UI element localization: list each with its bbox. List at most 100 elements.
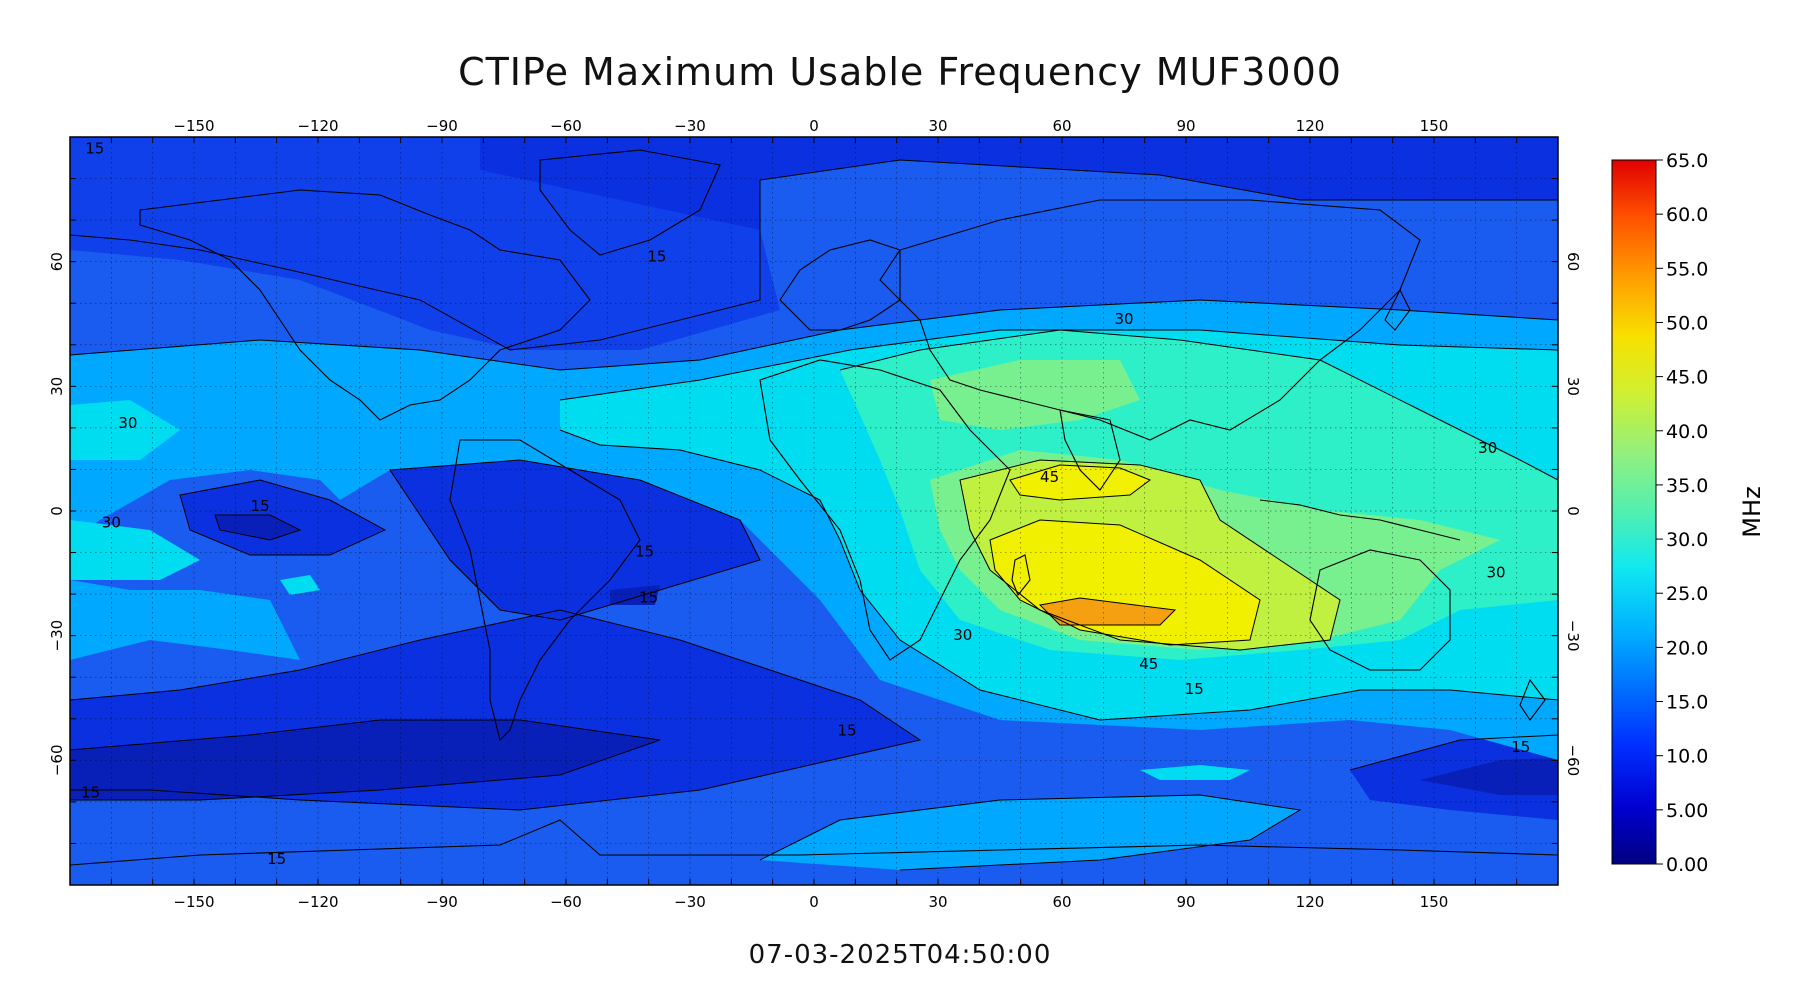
lat-tick-label-right: −30 <box>1564 620 1582 652</box>
band-10-15-mid-pacific <box>180 480 385 555</box>
contour-line <box>1038 597 1177 626</box>
colorbar-label: 0.00 <box>1666 854 1708 876</box>
colorbar-gradient <box>1611 159 1657 865</box>
contour-line <box>70 719 661 801</box>
band-10-15-atlantic <box>390 460 760 620</box>
lon-tick-label-top: 120 <box>1296 117 1325 135</box>
map-title: CTIPe Maximum Usable Frequency MUF3000 <box>458 50 1342 94</box>
newzealand-outline <box>1519 678 1546 721</box>
greenland-outline <box>539 149 721 256</box>
contour-line <box>70 609 922 811</box>
japan-outline <box>1384 288 1411 331</box>
contour-label: 45 <box>1139 655 1158 673</box>
contour-line <box>839 329 1558 481</box>
australia-outline <box>1309 549 1451 671</box>
map-ticks: −150 −150 −120 −120 −90 −90 −60 −60 −30 −30 0 0 30 30… <box>48 117 1582 911</box>
lon-tick-label-top: −30 <box>674 117 706 135</box>
band-25-30-small <box>280 575 320 595</box>
contour-label: 30 <box>953 626 972 644</box>
colorbar-label: 45.0 <box>1666 367 1708 389</box>
lon-tick-label-bottom: 30 <box>928 893 947 911</box>
contour-label: 15 <box>1511 738 1530 756</box>
contour-label: 30 <box>102 514 121 532</box>
coastlines <box>70 149 1558 866</box>
contour-label: 15 <box>85 140 104 158</box>
band-5-10-mid-pacific <box>215 515 300 540</box>
lon-tick-label-bottom: −150 <box>173 893 214 911</box>
contour-label: 15 <box>267 850 286 868</box>
lon-tick-label-bottom: −60 <box>550 893 582 911</box>
madagascar-outline <box>1011 554 1031 597</box>
contour-label: 15 <box>647 248 666 266</box>
lat-tick-label-left: 60 <box>48 252 66 271</box>
lon-tick-label-top: 90 <box>1176 117 1195 135</box>
contour-line <box>70 159 1558 351</box>
colorbar-label: 35.0 <box>1666 475 1708 497</box>
colorbar-label: 40.0 <box>1666 421 1708 443</box>
lon-tick-label-top: 30 <box>928 117 947 135</box>
band-25-30-antarctic <box>1140 765 1250 780</box>
map-timestamp: 07-03-2025T04:50:00 <box>748 940 1052 970</box>
contour-line <box>1349 734 1558 771</box>
colorbar-label: 25.0 <box>1666 583 1708 605</box>
lat-tick-label-right: 30 <box>1564 377 1582 396</box>
band-20-25-west <box>70 580 300 660</box>
south-america-outline <box>449 439 641 742</box>
contour-line <box>959 459 1341 651</box>
lon-tick-label-bottom: 90 <box>1176 893 1195 911</box>
contour-line <box>179 479 387 556</box>
lon-tick-label-bottom: −90 <box>426 893 458 911</box>
lon-tick-label-bottom: −120 <box>297 893 338 911</box>
lon-tick-label-bottom: −30 <box>674 893 706 911</box>
contour-label: 15 <box>635 543 654 561</box>
lat-tick-label-right: 60 <box>1564 252 1582 271</box>
colorbar-label: 30.0 <box>1666 529 1708 551</box>
contour-line <box>214 514 302 541</box>
lon-tick-label-top: −120 <box>297 117 338 135</box>
colorbar-label: 50.0 <box>1666 312 1708 334</box>
contour-line <box>759 794 1302 871</box>
lat-tick-label-left: −30 <box>48 620 66 652</box>
contour-line <box>559 429 1558 721</box>
contour-line <box>1009 464 1152 501</box>
lon-tick-label-bottom: 0 <box>809 893 819 911</box>
colorbar-unit: MHz <box>1738 486 1766 537</box>
band-50-55 <box>1040 598 1175 625</box>
antarctica-outline <box>70 819 1558 866</box>
india-outline <box>1059 409 1121 491</box>
colorbar-label: 20.0 <box>1666 637 1708 659</box>
band-25-30-west2 <box>70 520 200 580</box>
contour-label: 45 <box>1040 468 1059 486</box>
band-25-30-west <box>70 400 180 460</box>
lat-tick-label-right: 0 <box>1564 506 1582 516</box>
contour-label: 30 <box>118 414 137 432</box>
lat-tick-label-left: −60 <box>48 745 66 777</box>
contour-label: 30 <box>1114 310 1133 328</box>
band-10-15-pacific <box>70 137 780 350</box>
colorbar-label: 65.0 <box>1666 150 1708 172</box>
contour-label: 15 <box>1185 680 1204 698</box>
lon-tick-label-top: −60 <box>550 117 582 135</box>
colorbar-label: 5.00 <box>1666 800 1708 822</box>
lon-tick-label-top: 0 <box>809 117 819 135</box>
colorbar: 65.0 60.0 55.0 50.0 45.0 40.0 35.0 30.0 25.0 20.0… <box>1611 150 1766 876</box>
lat-tick-label-left: 0 <box>48 506 66 516</box>
contour-line <box>389 459 761 621</box>
map-grid <box>70 137 1558 885</box>
lon-tick-label-top: 150 <box>1420 117 1449 135</box>
band-5-10-se <box>1420 758 1558 795</box>
lat-tick-label-left: 30 <box>48 377 66 396</box>
lon-tick-label-top: −150 <box>173 117 214 135</box>
lat-tick-label-right: −60 <box>1564 745 1582 777</box>
europe-outline <box>779 239 901 331</box>
contour-line <box>989 519 1261 646</box>
contour-label: 15 <box>838 721 857 739</box>
colorbar-label: 15.0 <box>1666 692 1708 714</box>
lon-tick-label-bottom: 150 <box>1420 893 1449 911</box>
band-45-50-north <box>1010 465 1150 500</box>
contour-label: 30 <box>1478 439 1497 457</box>
contour-label: 15 <box>251 497 270 515</box>
lon-tick-label-bottom: 60 <box>1052 893 1071 911</box>
colorbar-label: 55.0 <box>1666 258 1708 280</box>
